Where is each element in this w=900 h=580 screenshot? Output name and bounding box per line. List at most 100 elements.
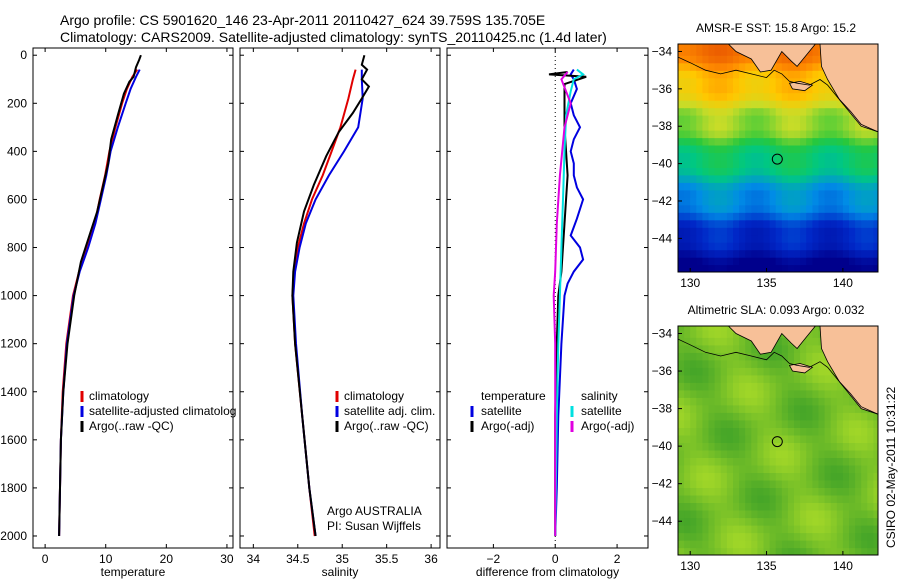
map-cell (800, 234, 807, 243)
map-cell (806, 234, 813, 243)
map-cell (690, 144, 697, 153)
map-cell (751, 487, 758, 496)
map-cell (800, 404, 807, 413)
map-cell (830, 397, 838, 406)
map-cell (702, 427, 710, 436)
map-cell (836, 479, 844, 488)
map-cell (714, 382, 722, 391)
map-cell (855, 174, 862, 183)
map-cell (745, 449, 752, 458)
map-cell (812, 227, 820, 236)
map-cell (836, 412, 844, 421)
map-cell (702, 359, 710, 368)
map-cell (702, 540, 710, 549)
map-cell (690, 257, 697, 266)
map-cell (855, 464, 862, 473)
map-cell (800, 197, 807, 206)
y-tick-label: −40 (652, 439, 673, 453)
map-cell (733, 344, 740, 353)
map-cell (714, 130, 722, 139)
map-cell (763, 525, 771, 534)
map-cell (867, 257, 874, 266)
map-cell (775, 412, 783, 421)
map-cell (690, 540, 697, 549)
map-cell (714, 457, 722, 466)
map-cell (775, 197, 783, 206)
map-cell (800, 249, 807, 258)
map-cell (733, 427, 740, 436)
map-cell (775, 219, 783, 228)
map-cell (684, 242, 691, 251)
map-cell (775, 464, 783, 473)
map-cell (824, 464, 832, 473)
map-cell (775, 487, 783, 496)
map-cell (818, 159, 826, 168)
map-cell (745, 337, 752, 346)
x-tick-label: 35.5 (375, 552, 399, 566)
map-cell (726, 367, 734, 376)
map-cell (794, 204, 801, 213)
map-cell (690, 77, 697, 86)
map-cell (690, 479, 697, 488)
map-cell (836, 257, 844, 266)
map-cell (720, 107, 728, 116)
map-cell (708, 144, 716, 153)
map-cell (745, 427, 752, 436)
map-cell (775, 234, 783, 243)
map-cell (806, 479, 813, 488)
map-cell (818, 189, 826, 198)
map-cell (812, 494, 820, 503)
map-cell (696, 152, 703, 161)
map-cell (794, 540, 801, 549)
map-cell (849, 249, 856, 258)
map-cell (678, 374, 685, 383)
land-mass (727, 326, 816, 355)
map-cell (714, 326, 722, 331)
map-cell (714, 174, 722, 183)
map-cell (739, 130, 746, 139)
map-cell (867, 197, 874, 206)
map-cell (726, 47, 734, 56)
map-cell (702, 464, 710, 473)
map-cell (708, 227, 716, 236)
map-cell (855, 442, 862, 451)
map-cell (818, 100, 826, 109)
map-cell (861, 532, 868, 541)
map-cell (812, 204, 820, 213)
map-cell (781, 427, 789, 436)
map-cell (787, 487, 795, 496)
map-cell (733, 107, 740, 116)
map-cell (824, 100, 832, 109)
map-cell (873, 130, 878, 139)
map-cell (739, 137, 746, 146)
map-cell (787, 449, 795, 458)
map-cell (708, 122, 716, 131)
map-cell (726, 404, 734, 413)
map-cell (800, 264, 807, 272)
map-cell (781, 249, 789, 258)
map-cell (714, 234, 722, 243)
map-cell (745, 130, 752, 139)
map-cell (702, 382, 710, 391)
map-cell (812, 234, 820, 243)
map-cell (684, 44, 691, 49)
map-cell (690, 352, 697, 361)
map-cell (714, 152, 722, 161)
map-cell (714, 344, 722, 353)
map-cell (806, 242, 813, 251)
map-cell (690, 337, 697, 346)
map-cell (726, 337, 734, 346)
map-cell (836, 540, 844, 549)
map-cell (800, 55, 807, 64)
map-cell (800, 442, 807, 451)
map-cell (684, 457, 691, 466)
map-cell (739, 547, 746, 555)
map-cell (751, 457, 758, 466)
map-cell (720, 419, 728, 428)
map-cell (775, 242, 783, 251)
map-cell (684, 107, 691, 116)
map-cell (861, 494, 868, 503)
map-cell (690, 404, 697, 413)
map-cell (806, 92, 813, 101)
map-cell (684, 174, 691, 183)
